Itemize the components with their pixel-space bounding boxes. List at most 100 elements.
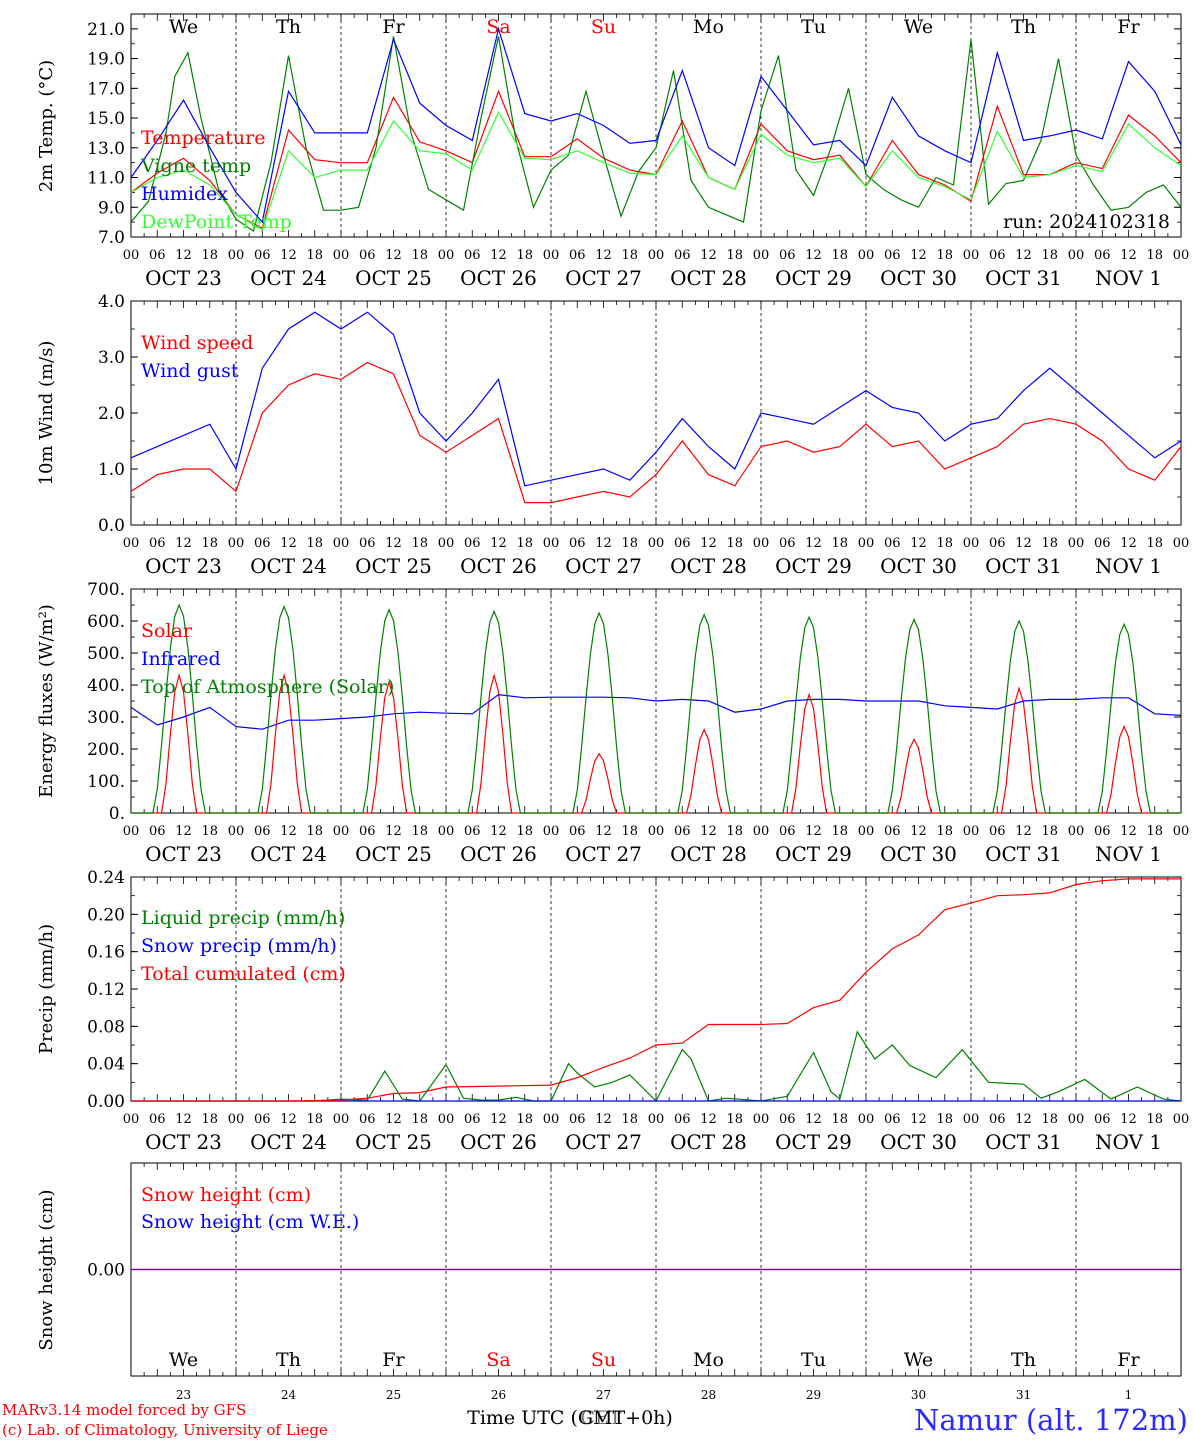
x-hour-label: 00 — [228, 1112, 245, 1127]
x-hour-label: 00 — [963, 824, 980, 839]
x-hour-label: 06 — [464, 824, 481, 839]
x-hour-label: 00 — [1068, 536, 1085, 551]
y-tick-label: 0.04 — [87, 1055, 125, 1075]
x-date-label: OCT 31 — [985, 1130, 1062, 1154]
x-date-label: NOV 1 — [1095, 554, 1162, 578]
x-hour-label: 12 — [1120, 248, 1137, 263]
x-hour-label: 12 — [595, 248, 612, 263]
x-hour-label: 06 — [1094, 536, 1111, 551]
day-name: We — [169, 16, 198, 38]
series-line-humidex — [130, 26, 1182, 224]
y-tick-label: 0.16 — [87, 943, 125, 963]
legend-entry: Infrared — [141, 648, 221, 670]
x-date-label: OCT 24 — [250, 842, 327, 866]
x-date-label: OCT 24 — [250, 266, 327, 290]
y-tick-label: 300. — [87, 708, 125, 728]
bottom-day-name: Su — [591, 1349, 616, 1371]
day-name: Fr — [1117, 16, 1140, 38]
x-hour-label: 06 — [779, 536, 796, 551]
x-hour-label: 00 — [753, 248, 770, 263]
x-hour-label: 12 — [490, 1112, 507, 1127]
x-hour-label: 12 — [490, 248, 507, 263]
x-hour-label: 06 — [359, 248, 376, 263]
x-date-label: OCT 25 — [355, 1130, 432, 1154]
x-hour-label: 06 — [1094, 824, 1111, 839]
x-hour-label: 00 — [438, 824, 455, 839]
x-hour-label: 18 — [831, 248, 848, 263]
time-axis-label: Time UTC (GMT+0h) — [467, 1407, 673, 1429]
x-hour-label: 06 — [359, 536, 376, 551]
x-hour-label: 18 — [516, 248, 533, 263]
bottom-day-name: Sa — [486, 1349, 510, 1371]
x-hour-label: 06 — [149, 1112, 166, 1127]
x-hour-label: 06 — [779, 1112, 796, 1127]
panel-2-frame — [130, 300, 1182, 526]
x-hour-label: 18 — [726, 824, 743, 839]
series-line-liquid-precip-mm-h- — [131, 1030, 1182, 1103]
x-hour-label: 06 — [884, 536, 901, 551]
y-tick-label: 0.20 — [87, 905, 125, 925]
y-tick-label: 500. — [87, 644, 125, 664]
legend-entry: Snow height (cm) — [141, 1184, 311, 1206]
x-date-label: OCT 29 — [775, 554, 852, 578]
x-hour-label: 00 — [543, 824, 560, 839]
x-hour-label: 00 — [1173, 536, 1190, 551]
day-name: Sa — [486, 16, 510, 38]
x-hour-label: 00 — [123, 824, 140, 839]
x-hour-label: 18 — [411, 1112, 428, 1127]
x-date-label: OCT 23 — [145, 1130, 222, 1154]
x-hour-label: 18 — [831, 536, 848, 551]
x-hour-label: 18 — [1146, 1112, 1163, 1127]
x-date-label: OCT 28 — [670, 266, 747, 290]
y-tick-label: 0.00 — [87, 1092, 125, 1112]
legend-entry: Liquid precip (mm/h) — [141, 907, 345, 929]
x-date-label: OCT 26 — [460, 266, 537, 290]
x-hour-label: 12 — [280, 248, 297, 263]
x-hour-label: 12 — [385, 248, 402, 263]
x-hour-label: 00 — [438, 536, 455, 551]
x-hour-label: 00 — [648, 1112, 665, 1127]
x-date-label: OCT 29 — [775, 842, 852, 866]
x-hour-label: 12 — [490, 536, 507, 551]
x-date-label: OCT 31 — [985, 266, 1062, 290]
x-hour-label: 18 — [1041, 536, 1058, 551]
x-hour-label: 12 — [700, 536, 717, 551]
x-hour-label: 18 — [621, 248, 638, 263]
x-hour-label: 12 — [1120, 1112, 1137, 1127]
x-hour-label: 18 — [621, 1112, 638, 1127]
x-hour-label: 18 — [306, 1112, 323, 1127]
x-hour-label: 18 — [516, 536, 533, 551]
bottom-day-name: We — [904, 1349, 933, 1371]
x-hour-label: 12 — [910, 1112, 927, 1127]
x-hour-label: 12 — [385, 536, 402, 551]
y-tick-label: 400. — [87, 676, 125, 696]
legend-entry: Vigne temp — [140, 155, 251, 177]
y-tick-label: 19.0 — [87, 50, 125, 70]
x-hour-label: 12 — [280, 536, 297, 551]
series-line-vigne-temp — [130, 36, 1182, 233]
x-date-label: OCT 23 — [145, 266, 222, 290]
x-hour-label: 18 — [1041, 824, 1058, 839]
x-hour-label: 00 — [858, 1112, 875, 1127]
x-hour-label: 00 — [123, 248, 140, 263]
x-hour-label: 18 — [726, 536, 743, 551]
y-tick-label: 21.0 — [87, 20, 125, 40]
x-hour-label: 18 — [306, 536, 323, 551]
x-hour-label: 00 — [543, 248, 560, 263]
x-hour-label: 00 — [123, 1112, 140, 1127]
y-tick-label: 0.12 — [87, 980, 125, 1000]
x-hour-label: 00 — [858, 248, 875, 263]
x-hour-label: 18 — [621, 824, 638, 839]
x-hour-label: 06 — [779, 248, 796, 263]
x-hour-label: 06 — [989, 824, 1006, 839]
x-hour-label: 12 — [910, 824, 927, 839]
x-date-label: OCT 31 — [985, 842, 1062, 866]
x-hour-label: 00 — [333, 536, 350, 551]
x-hour-label: 06 — [989, 1112, 1006, 1127]
x-hour-label: 06 — [254, 824, 271, 839]
run-label: run: 2024102318 — [1003, 211, 1170, 233]
x-date-label: OCT 25 — [355, 554, 432, 578]
x-hour-label: 18 — [411, 824, 428, 839]
x-date-label: OCT 25 — [355, 266, 432, 290]
